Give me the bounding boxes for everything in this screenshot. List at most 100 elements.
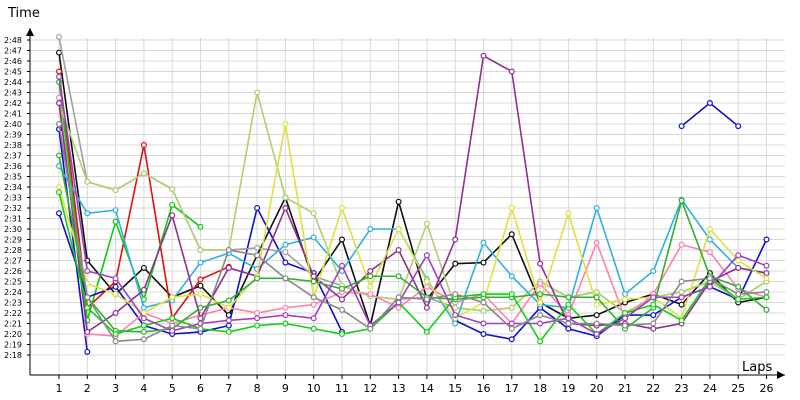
data-point	[565, 301, 572, 308]
data-point	[282, 241, 289, 248]
data-point	[650, 301, 657, 308]
data-point	[225, 264, 232, 271]
data-point	[395, 198, 402, 205]
y-tick-label: 2:34	[4, 183, 22, 192]
data-point	[480, 320, 487, 327]
data-point	[282, 312, 289, 319]
data-point	[169, 322, 176, 329]
y-axis-title: Time	[7, 6, 40, 21]
data-point	[593, 331, 600, 338]
data-point	[508, 336, 515, 343]
data-point	[678, 197, 685, 204]
data-point	[310, 234, 317, 241]
data-point	[339, 296, 346, 303]
data-point	[763, 306, 770, 313]
y-tick-label: 2:45	[4, 68, 22, 77]
data-point	[678, 123, 685, 130]
data-point	[310, 301, 317, 308]
data-point	[621, 315, 628, 322]
data-point	[254, 89, 261, 96]
data-point	[537, 338, 544, 345]
data-point	[706, 226, 713, 233]
data-point	[140, 264, 147, 271]
data-point	[197, 325, 204, 332]
data-point	[763, 289, 770, 296]
data-point	[480, 307, 487, 314]
data-point	[84, 210, 91, 217]
data-point	[706, 249, 713, 256]
data-point	[508, 325, 515, 332]
y-tick-label: 2:24	[4, 288, 22, 297]
data-point	[508, 68, 515, 75]
data-point	[112, 310, 119, 317]
data-point	[452, 236, 459, 243]
data-point	[282, 275, 289, 282]
data-point	[169, 327, 176, 334]
data-point	[537, 320, 544, 327]
data-point	[395, 294, 402, 301]
x-tick-label: 26	[760, 382, 774, 395]
y-tick-label: 2:36	[4, 162, 22, 171]
data-point	[140, 286, 147, 293]
data-point	[678, 294, 685, 301]
x-tick-label: 7	[225, 382, 232, 395]
data-point	[339, 306, 346, 313]
data-point	[678, 289, 685, 296]
x-axis-arrow	[777, 371, 785, 379]
data-point	[423, 220, 430, 227]
data-point	[423, 328, 430, 335]
data-point	[197, 247, 204, 254]
data-point	[565, 320, 572, 327]
series-1	[55, 99, 742, 355]
data-point	[650, 268, 657, 275]
data-point	[112, 207, 119, 214]
data-point	[735, 291, 742, 298]
data-point	[310, 210, 317, 217]
series-line	[58, 76, 767, 335]
y-tick-label: 2:31	[4, 215, 22, 224]
data-point	[225, 297, 232, 304]
data-point	[84, 178, 91, 185]
data-point	[55, 189, 62, 196]
data-point	[565, 210, 572, 217]
series-line	[58, 155, 768, 333]
data-point	[367, 268, 374, 275]
data-point	[565, 315, 572, 322]
x-tick-label: 14	[420, 382, 434, 395]
y-tick-label: 2:47	[4, 47, 22, 56]
data-point	[55, 152, 62, 159]
data-point	[565, 325, 572, 332]
data-point	[254, 244, 261, 251]
data-point	[706, 99, 713, 106]
data-point	[480, 299, 487, 306]
axes	[26, 28, 785, 379]
data-point	[537, 291, 544, 298]
data-point	[55, 94, 62, 101]
x-tick-label: 12	[363, 382, 377, 395]
series-line	[58, 52, 767, 329]
data-point	[197, 291, 204, 298]
data-point	[367, 325, 374, 332]
data-point	[112, 338, 119, 345]
x-tick-label: 4	[140, 382, 147, 395]
data-point	[367, 226, 374, 233]
data-point	[735, 296, 742, 303]
data-point	[282, 205, 289, 212]
data-point	[706, 283, 713, 290]
data-point	[621, 296, 628, 303]
x-tick-label: 5	[169, 382, 176, 395]
series-line	[58, 192, 767, 343]
data-point	[367, 291, 374, 298]
data-point	[395, 299, 402, 306]
x-tick-label: 11	[335, 382, 349, 395]
data-point	[169, 212, 176, 219]
data-point	[225, 304, 232, 311]
data-point	[508, 320, 515, 327]
data-point	[225, 247, 232, 254]
data-point	[763, 262, 770, 269]
data-point	[508, 291, 515, 298]
y-tick-label: 2:26	[4, 267, 22, 276]
y-tick-labels: 2:182:19 2:202:21 2:222:23 2:242:25 2:262:27…	[4, 36, 30, 360]
data-point	[339, 205, 346, 212]
